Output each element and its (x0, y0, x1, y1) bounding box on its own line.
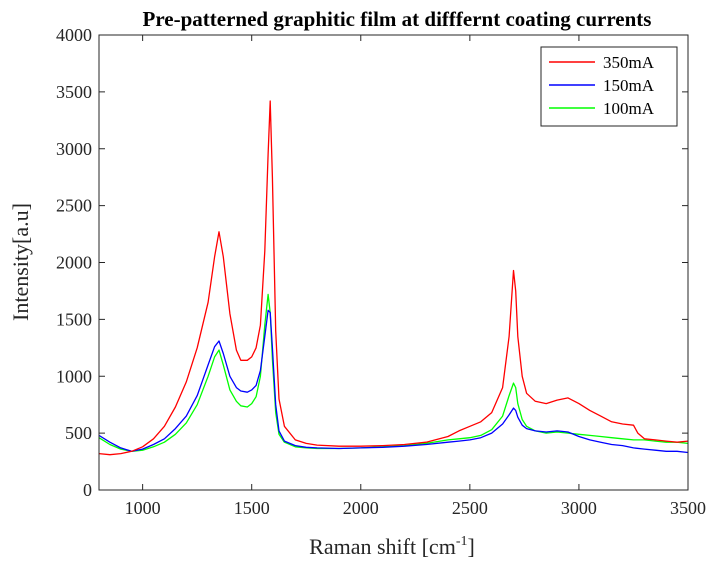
x-axis-label-superscript: -1 (456, 534, 468, 549)
series-line-350mA (99, 100, 688, 456)
x-tick-label: 2000 (343, 498, 379, 518)
x-axis-label: Raman shift [cm-1] (309, 534, 475, 559)
x-tick-label: 1000 (125, 498, 161, 518)
y-tick-label: 2000 (56, 253, 92, 273)
x-tick-label: 3500 (670, 498, 706, 518)
series-line-150mA (99, 309, 688, 454)
legend-label: 150mA (603, 76, 655, 95)
x-axis-label-end: ] (467, 534, 474, 559)
y-axis-label: Intensity[a.u] (8, 203, 33, 321)
y-tick-label: 2500 (56, 196, 92, 216)
y-tick-label: 1000 (56, 366, 92, 386)
chart-title: Pre-patterned graphitic film at difffern… (143, 7, 652, 31)
y-tick-label: 3500 (56, 82, 92, 102)
y-tick-label: 3000 (56, 139, 92, 159)
y-tick-label: 500 (65, 423, 92, 443)
legend-label: 100mA (603, 99, 655, 118)
legend-label: 350mA (603, 53, 655, 72)
x-tick-label: 2500 (452, 498, 488, 518)
y-tick-label: 0 (83, 480, 92, 500)
y-tick-label: 4000 (56, 25, 92, 45)
plot-frame (98, 34, 689, 491)
legend-box (540, 46, 678, 127)
y-tick-label: 1500 (56, 309, 92, 329)
legend: 350mA 150mA 100mA (540, 46, 678, 127)
x-axis-label-main: Raman shift [cm (309, 534, 456, 559)
axis-ticks: 1000 1500 2000 2500 3000 3500 0 500 1000 1500 2000… (56, 25, 706, 518)
x-tick-label: 3000 (561, 498, 597, 518)
x-tick-label: 1500 (234, 498, 270, 518)
